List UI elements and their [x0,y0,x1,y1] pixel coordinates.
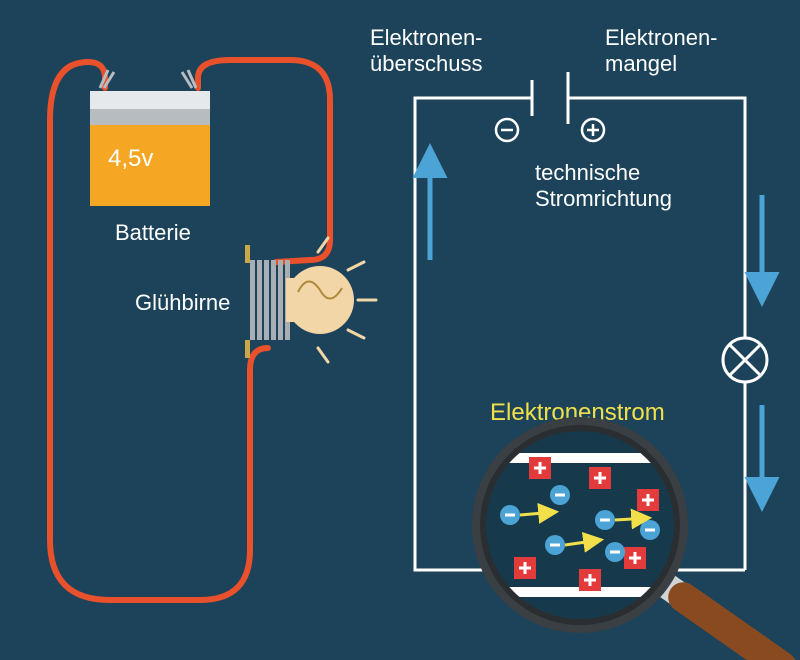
battery-label: Batterie [115,220,191,245]
battery-voltage-label: 4,5v [108,145,153,172]
electron-surplus-label: Elektronen-überschuss [370,25,483,76]
bulb-label: Glühbirne [135,290,230,315]
